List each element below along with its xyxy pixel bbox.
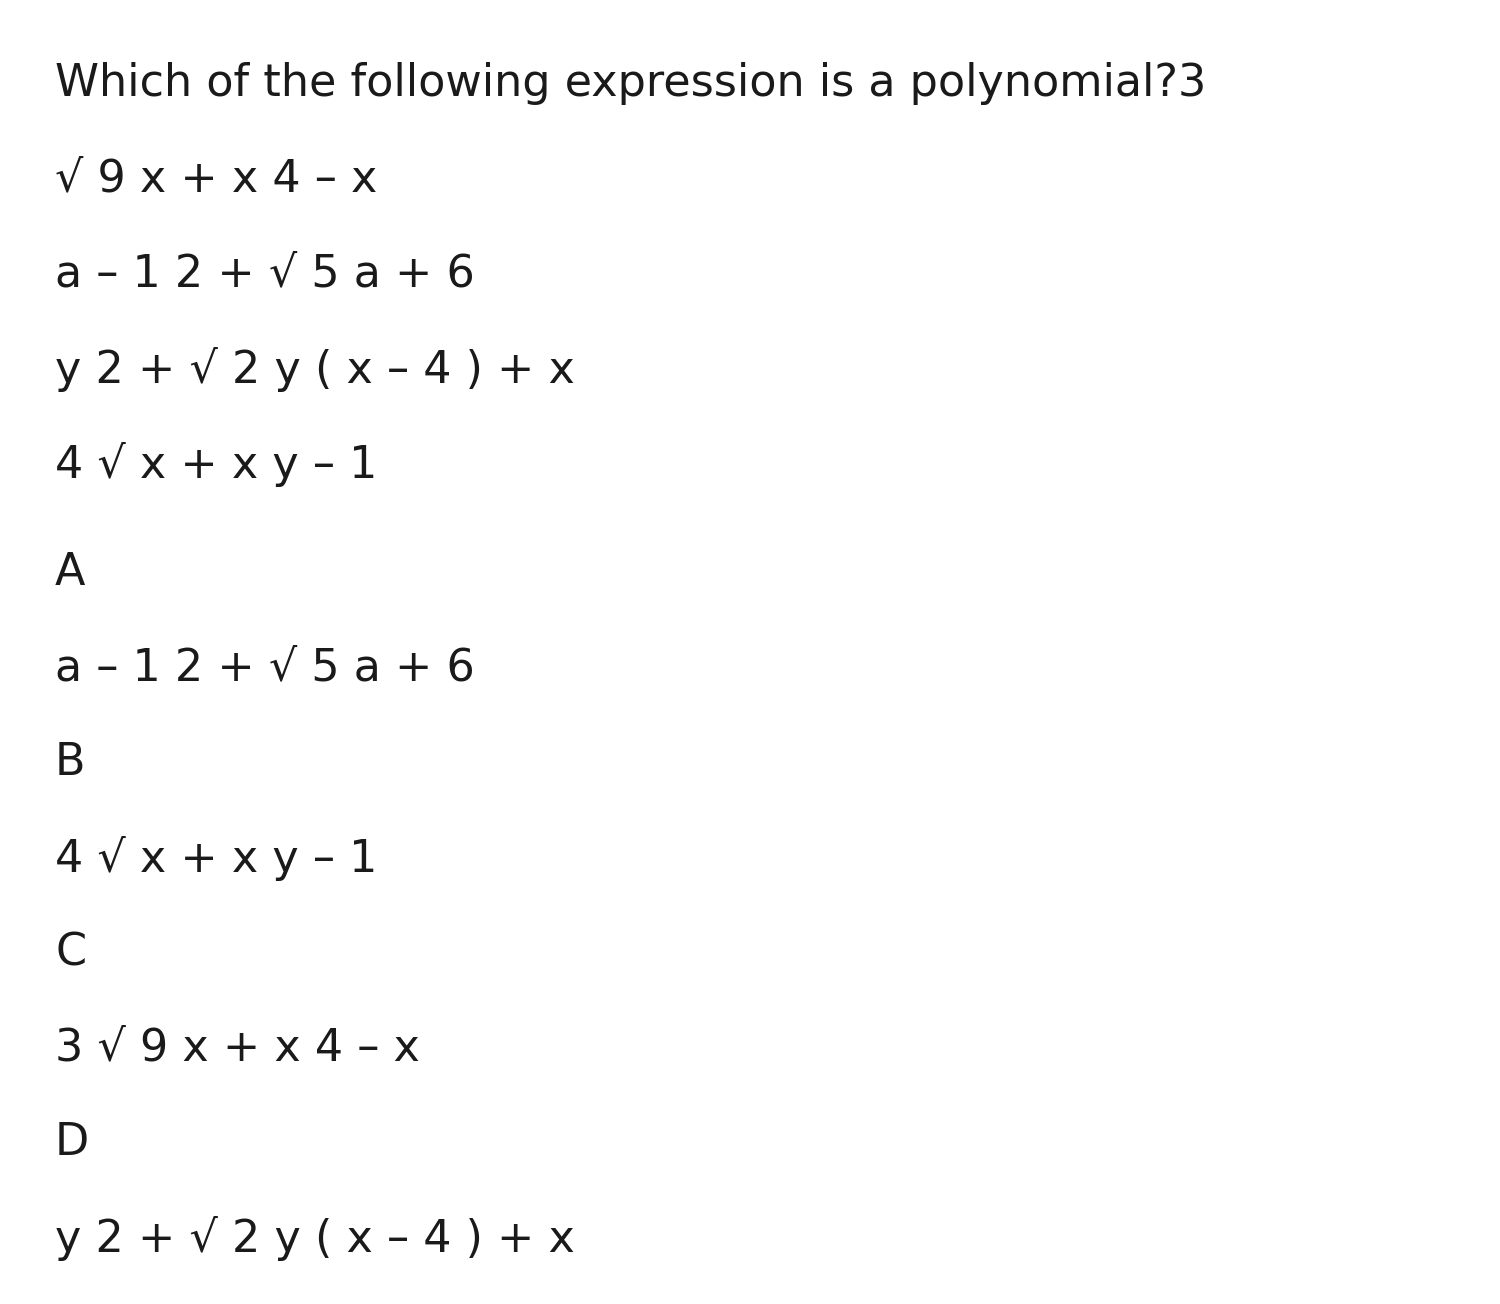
Text: 4 √ x + x y – 1: 4 √ x + x y – 1 bbox=[56, 442, 378, 486]
Text: 4 √ x + x y – 1: 4 √ x + x y – 1 bbox=[56, 836, 378, 882]
Text: B: B bbox=[56, 741, 86, 784]
Text: a – 1 2 + √ 5 a + 6: a – 1 2 + √ 5 a + 6 bbox=[56, 252, 474, 295]
Text: y 2 + √ 2 y ( x – 4 ) + x: y 2 + √ 2 y ( x – 4 ) + x bbox=[56, 347, 574, 393]
Text: C: C bbox=[56, 931, 86, 974]
Text: a – 1 2 + √ 5 a + 6: a – 1 2 + √ 5 a + 6 bbox=[56, 645, 474, 689]
Text: Which of the following expression is a polynomial?3: Which of the following expression is a p… bbox=[56, 63, 1206, 106]
Text: y 2 + √ 2 y ( x – 4 ) + x: y 2 + √ 2 y ( x – 4 ) + x bbox=[56, 1217, 574, 1261]
Text: √ 9 x + x 4 – x: √ 9 x + x 4 – x bbox=[56, 156, 378, 200]
Text: 3 √ 9 x + x 4 – x: 3 √ 9 x + x 4 – x bbox=[56, 1026, 420, 1069]
Text: A: A bbox=[56, 552, 86, 595]
Text: D: D bbox=[56, 1121, 90, 1164]
